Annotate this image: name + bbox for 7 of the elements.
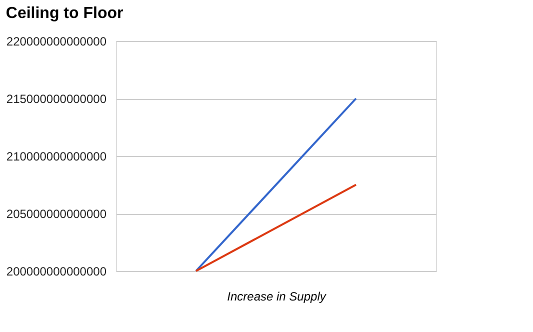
y-tick-label: 210000000000000 — [6, 150, 107, 164]
y-tick-label: 205000000000000 — [6, 207, 107, 221]
chart-title: Ceiling to Floor — [6, 5, 124, 22]
y-tick-label: 200000000000000 — [6, 264, 107, 278]
y-tick-label: 220000000000000 — [6, 34, 107, 48]
y-tick-label: 215000000000000 — [6, 92, 107, 106]
x-axis-title: Increase in Supply — [227, 290, 327, 304]
